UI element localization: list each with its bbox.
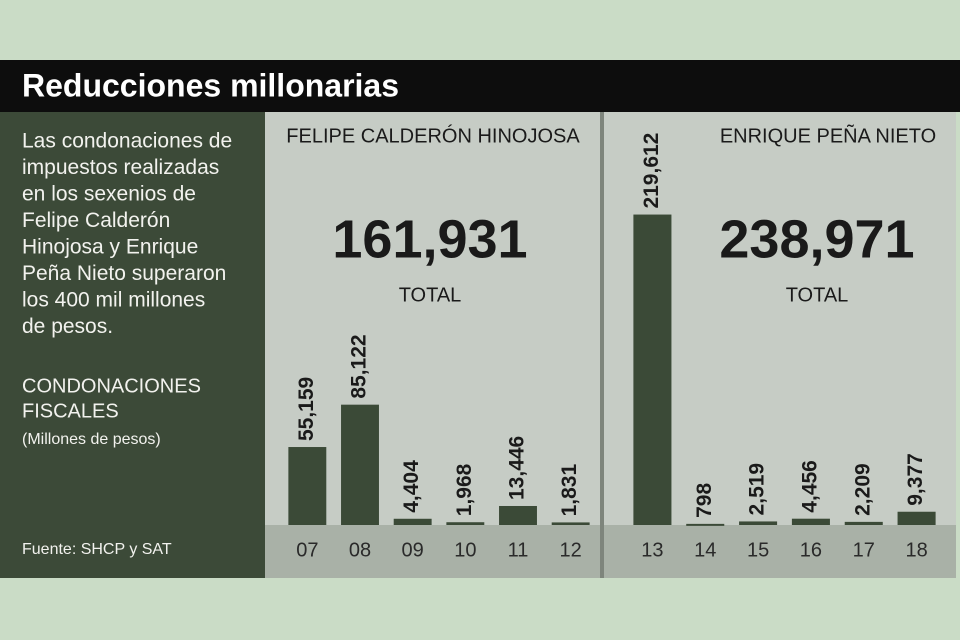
x-tick-label: 16 bbox=[800, 539, 822, 561]
description-line: en los sexenios de bbox=[22, 183, 196, 206]
bar bbox=[341, 404, 379, 525]
bar bbox=[393, 518, 432, 525]
bar bbox=[739, 521, 778, 525]
panel-title: FELIPE CALDERÓN HINOJOSA bbox=[286, 124, 580, 147]
title-bar bbox=[0, 60, 960, 112]
side-panel bbox=[0, 112, 265, 578]
description-line: Felipe Calderón bbox=[22, 209, 170, 232]
subtitle-line: FISCALES bbox=[22, 400, 119, 422]
value-label: 219,612 bbox=[640, 133, 663, 209]
x-tick-label: 10 bbox=[454, 539, 476, 561]
total-caption: TOTAL bbox=[786, 284, 849, 306]
bar bbox=[686, 523, 725, 526]
value-label: 4,456 bbox=[798, 460, 821, 513]
description-line: de pesos. bbox=[22, 315, 113, 338]
value-label: 798 bbox=[693, 483, 716, 518]
bar bbox=[791, 518, 830, 525]
bar bbox=[499, 505, 537, 525]
value-label: 2,519 bbox=[746, 463, 769, 516]
total: 238,971 bbox=[719, 209, 914, 269]
description-line: Hinojosa y Enrique bbox=[22, 236, 198, 259]
value-label: 9,377 bbox=[904, 453, 927, 506]
x-tick-label: 12 bbox=[560, 539, 582, 561]
x-tick-label: 08 bbox=[349, 539, 371, 561]
description-line: impuestos realizadas bbox=[22, 156, 219, 179]
title: Reducciones millonarias bbox=[22, 67, 399, 103]
description-line: Las condonaciones de bbox=[22, 130, 232, 153]
bar bbox=[844, 521, 883, 525]
description-line: los 400 mil millones bbox=[22, 289, 205, 312]
bar bbox=[551, 522, 590, 525]
value-label: 1,831 bbox=[558, 464, 581, 517]
x-tick-label: 15 bbox=[747, 539, 769, 561]
bar bbox=[446, 522, 485, 525]
description-line: Peña Nieto superaron bbox=[22, 262, 226, 285]
source: Fuente: SHCP y SAT bbox=[22, 541, 172, 558]
value-label: 4,404 bbox=[400, 460, 423, 513]
bar bbox=[897, 511, 936, 525]
panel-title: ENRIQUE PEÑA NIETO bbox=[720, 123, 936, 147]
value-label: 2,209 bbox=[851, 463, 874, 516]
x-tick-label: 14 bbox=[694, 539, 716, 561]
x-tick-label: 13 bbox=[641, 539, 663, 561]
x-tick-label: 17 bbox=[853, 539, 875, 561]
x-tick-label: 09 bbox=[402, 539, 424, 561]
value-label: 13,446 bbox=[506, 436, 529, 500]
x-tick-label: 18 bbox=[905, 539, 927, 561]
bar bbox=[633, 214, 672, 525]
divider bbox=[600, 112, 604, 578]
category-strip bbox=[265, 525, 600, 578]
subtitle-line: CONDONACIONES bbox=[22, 375, 201, 397]
category-strip bbox=[604, 525, 956, 578]
value-label: 55,159 bbox=[295, 377, 318, 441]
value-label: 1,968 bbox=[453, 463, 476, 516]
description: Las condonaciones de impuestos realizadas… bbox=[22, 130, 232, 339]
value-label: 85,122 bbox=[348, 334, 371, 398]
x-tick-label: 07 bbox=[296, 539, 318, 561]
total: 161,931 bbox=[332, 209, 527, 269]
units: (Millones de pesos) bbox=[22, 431, 161, 448]
total-caption: TOTAL bbox=[399, 284, 462, 306]
bar bbox=[288, 447, 327, 525]
x-tick-label: 11 bbox=[508, 539, 529, 561]
